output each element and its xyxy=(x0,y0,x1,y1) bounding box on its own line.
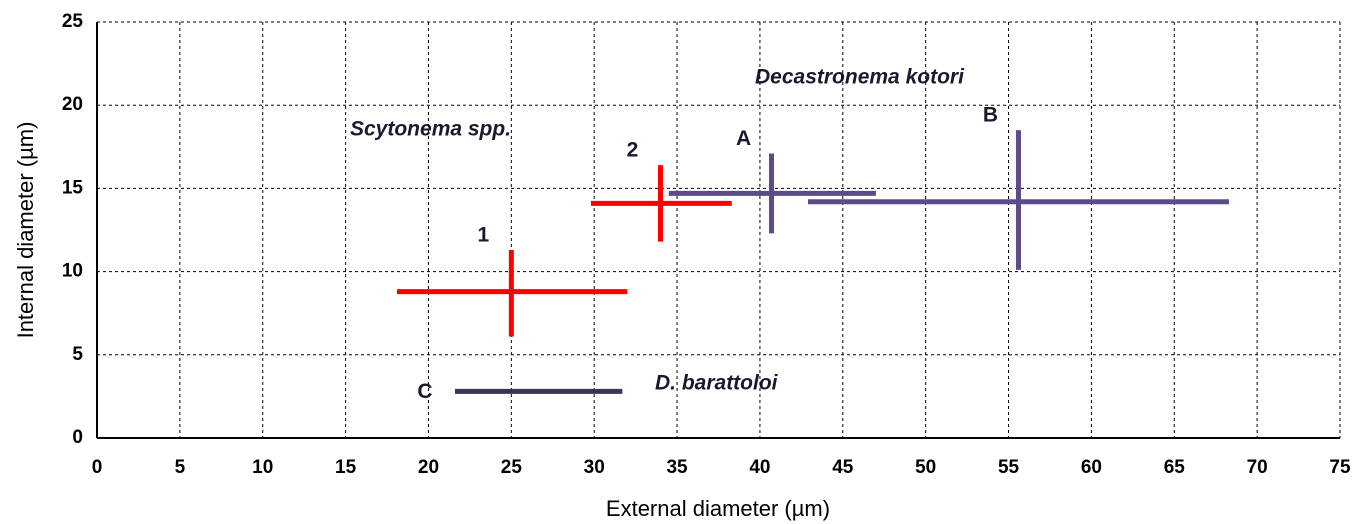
x-tick-label: 20 xyxy=(418,457,439,478)
x-tick-label: 60 xyxy=(1081,457,1102,478)
annotation: D. barattoloi xyxy=(655,372,779,395)
y-axis-title: Internal diameter (µm) xyxy=(13,122,38,339)
x-tick-label: 5 xyxy=(175,457,186,478)
y-tick-label: 25 xyxy=(62,11,84,32)
y-tick-label: 15 xyxy=(62,177,84,198)
series-label: C xyxy=(417,380,432,403)
x-tick-label: 35 xyxy=(666,457,688,478)
x-tick-label: 15 xyxy=(335,457,357,478)
series-label: B xyxy=(983,104,998,127)
x-tick-label: 75 xyxy=(1329,457,1351,478)
x-tick-label: 0 xyxy=(92,457,103,478)
y-tick-label: 5 xyxy=(72,344,83,365)
series-label: 2 xyxy=(627,139,639,162)
x-tick-label: 45 xyxy=(832,457,854,478)
series-label: A xyxy=(736,127,751,150)
x-tick-label: 30 xyxy=(584,457,605,478)
x-axis-title: External diameter (µm) xyxy=(606,496,830,521)
x-tick-label: 50 xyxy=(915,457,936,478)
x-tick-label: 25 xyxy=(501,457,523,478)
annotation: Scytonema spp. xyxy=(350,118,511,141)
x-tick-label: 55 xyxy=(998,457,1020,478)
x-tick-label: 70 xyxy=(1247,457,1268,478)
x-tick-label: 40 xyxy=(749,457,770,478)
annotation: Decastronema kotori xyxy=(755,66,965,89)
x-tick-label: 65 xyxy=(1164,457,1186,478)
y-tick-label: 10 xyxy=(62,261,83,282)
y-tick-label: 0 xyxy=(72,427,83,448)
x-tick-label: 10 xyxy=(252,457,273,478)
y-tick-label: 20 xyxy=(62,94,83,115)
series-label: 1 xyxy=(477,224,489,247)
